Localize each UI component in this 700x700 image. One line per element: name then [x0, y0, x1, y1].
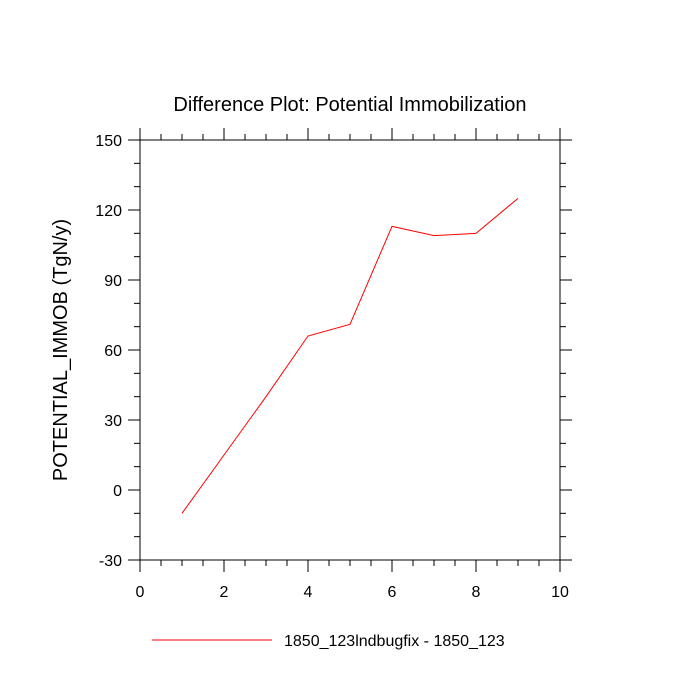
- y-tick-label: 120: [95, 203, 122, 220]
- x-tick-label: 2: [220, 584, 229, 601]
- x-tick-label: 6: [388, 584, 397, 601]
- series-line-0: [181, 197, 519, 514]
- y-axis-label: POTENTIAL_IMMOB (TgN/y): [50, 219, 72, 481]
- axis-ticks: [128, 128, 572, 572]
- legend-label-series-0: 1850_123lndbugfix - 1850_123: [284, 633, 505, 650]
- plot-frame: [139, 139, 561, 561]
- legend: 1850_123lndbugfix - 1850_123: [152, 633, 505, 650]
- y-tick-label: -30: [99, 553, 122, 570]
- y-tick-label: 0: [113, 483, 122, 500]
- series-layer: [181, 197, 519, 514]
- x-tick-label: 8: [472, 584, 481, 601]
- x-tick-label: 0: [136, 584, 145, 601]
- chart-title: Difference Plot: Potential Immobilizatio…: [173, 94, 526, 116]
- y-tick-label: 90: [104, 273, 122, 290]
- y-tick-label: 150: [95, 133, 122, 150]
- x-tick-labels: 0 2 4 6 8 10: [136, 584, 569, 601]
- x-tick-label: 10: [551, 584, 569, 601]
- y-tick-label: 60: [104, 343, 122, 360]
- y-tick-labels: -30 0 30 60 90 120 150: [95, 133, 122, 570]
- x-tick-label: 4: [304, 584, 313, 601]
- y-tick-label: 30: [104, 413, 122, 430]
